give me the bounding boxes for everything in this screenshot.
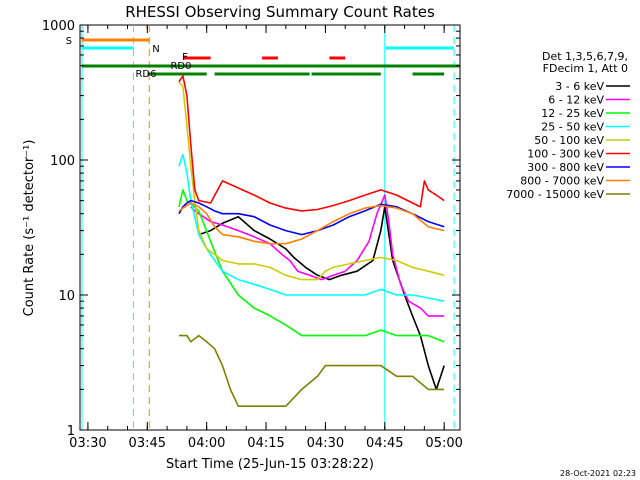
- series-line-8: [179, 334, 445, 407]
- legend-entry: 300 - 800 keV: [527, 161, 604, 174]
- legend: Det 1,3,5,6,7,9,FDecim 1, Att 0 3 - 6 keV…: [506, 50, 630, 201]
- x-axis-label: Start Time (25-Jun-15 03:28:22): [166, 457, 374, 472]
- legend-entry: 12 - 25 keV: [541, 107, 604, 120]
- series-line-6: [178, 199, 445, 236]
- legend-entry: 3 - 6 keV: [555, 80, 604, 93]
- x-tick-label: 03:45: [129, 436, 166, 451]
- mode-bar-label: F: [182, 52, 188, 63]
- series-line-4: [178, 81, 445, 281]
- series-line-5: [178, 75, 445, 212]
- legend-entry: 25 - 50 keV: [541, 121, 604, 134]
- x-tick-label: 04:45: [366, 436, 403, 451]
- axes: 03:30 03:45 04:00 04:15 04:30 04:45 05:00 1 10 10…: [42, 19, 463, 451]
- legend-entry: 100 - 300 keV: [527, 148, 604, 161]
- mode-bar-label: RD0: [170, 61, 191, 72]
- y-tick-label: 1: [67, 424, 75, 439]
- y-tick-label: 1000: [42, 19, 75, 34]
- series-line-2: [178, 189, 445, 343]
- chart-title: RHESSI Observing Summary Count Rates: [125, 3, 435, 21]
- y-tick-label: 10: [58, 289, 75, 304]
- series-line-7: [178, 202, 445, 245]
- legend-header-line: Det 1,3,5,6,7,9,: [542, 50, 628, 63]
- mode-bar-label: N: [152, 44, 159, 55]
- data-series: [178, 75, 445, 407]
- y-tick-label: 100: [50, 154, 75, 169]
- x-tick-label: 04:15: [247, 436, 284, 451]
- legend-header-line: FDecim 1, Att 0: [543, 62, 628, 75]
- mode-bar-label: S: [66, 36, 72, 47]
- x-tick-label: 04:30: [307, 436, 344, 451]
- vertical-markers: [81, 25, 455, 430]
- legend-entry: 50 - 100 keV: [534, 134, 604, 147]
- legend-entry: 800 - 7000 keV: [520, 175, 604, 188]
- mode-bar-label: RD6: [135, 69, 156, 80]
- x-tick-label: 05:00: [425, 436, 462, 451]
- x-tick-label: 03:30: [69, 436, 106, 451]
- plot-frame: [79, 24, 461, 431]
- footer-timestamp: 28-Oct-2021 02:23: [560, 469, 636, 478]
- x-tick-label: 04:00: [188, 436, 225, 451]
- y-axis-label: Count Rate (s⁻¹ detector⁻¹): [22, 140, 37, 317]
- legend-entry: 6 - 12 keV: [548, 94, 604, 107]
- series-line-3: [178, 153, 445, 302]
- legend-entry: 7000 - 15000 keV: [506, 188, 604, 201]
- series-line-0: [198, 206, 445, 391]
